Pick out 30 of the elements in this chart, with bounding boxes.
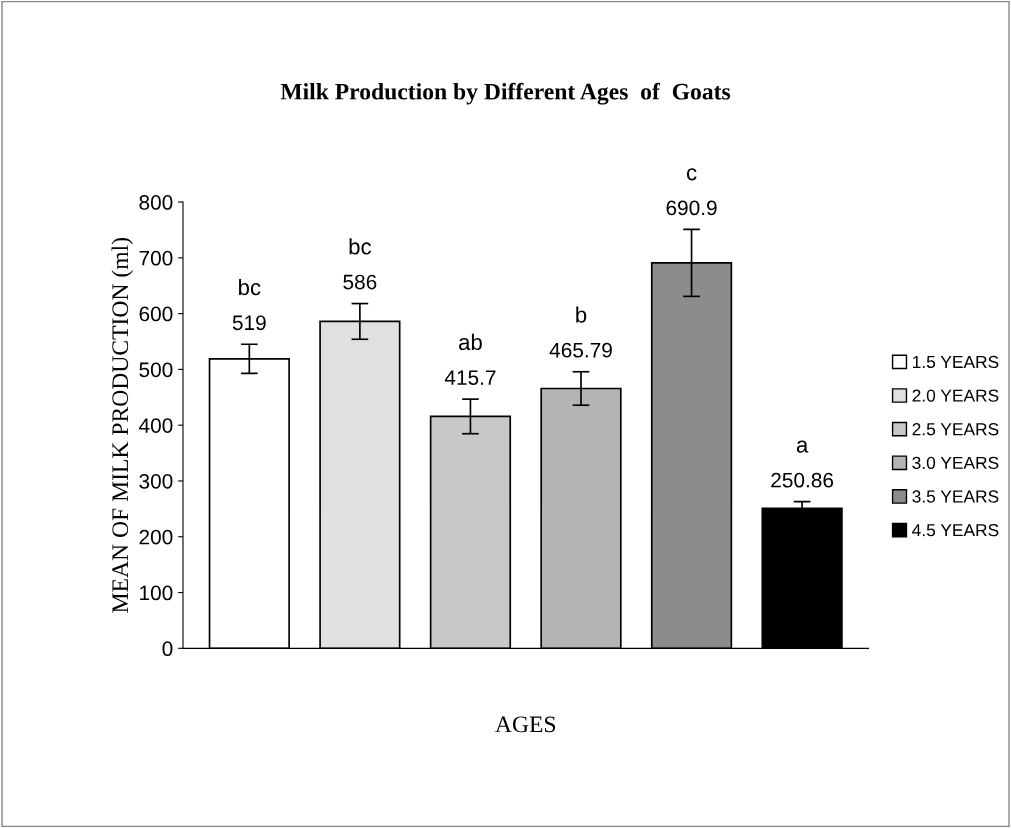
- legend-label: 3.0 YEARS: [912, 456, 999, 470]
- annotation: bc: [349, 238, 372, 255]
- data-label: 250.86: [771, 472, 834, 488]
- y-tick-label: 200: [139, 529, 173, 545]
- y-tick-label: 0: [162, 641, 173, 657]
- y-tick-label: 700: [139, 250, 173, 266]
- y-tick-label: 600: [139, 306, 173, 322]
- chart-title: Milk Production by Different Ages of Goats: [280, 82, 731, 105]
- data-label: 519: [232, 315, 266, 331]
- y-tick-label: 100: [140, 585, 173, 601]
- data-label: 465.79: [549, 342, 612, 358]
- data-label: 690.9: [666, 200, 717, 216]
- legend-label: 2.0 YEARS: [912, 389, 999, 402]
- data-label: 415.7: [444, 370, 496, 385]
- legend-label: 1.5 YEARS: [913, 355, 999, 369]
- y-tick-label: 300: [139, 473, 173, 489]
- text: c: [686, 168, 697, 181]
- y-tick-label: 800: [139, 195, 173, 210]
- y-axis-title: MEAN OF MILK PRODUCTION (ml): [111, 237, 133, 613]
- y-tick-label: 500: [139, 362, 173, 378]
- annotation: bc: [239, 278, 261, 296]
- legend-label: 3.5 YEARS: [912, 490, 999, 503]
- y-tick-label: 400: [138, 418, 173, 433]
- annotation: a: [796, 440, 809, 453]
- x-axis-title: AGES: [495, 716, 556, 733]
- legend-label: 2.5 YEARS: [912, 423, 999, 436]
- legend-label: 4.5 YEARS: [912, 524, 999, 537]
- annotation: b: [576, 306, 587, 323]
- annotation: ab: [459, 333, 482, 351]
- data-label: 586: [343, 274, 377, 290]
